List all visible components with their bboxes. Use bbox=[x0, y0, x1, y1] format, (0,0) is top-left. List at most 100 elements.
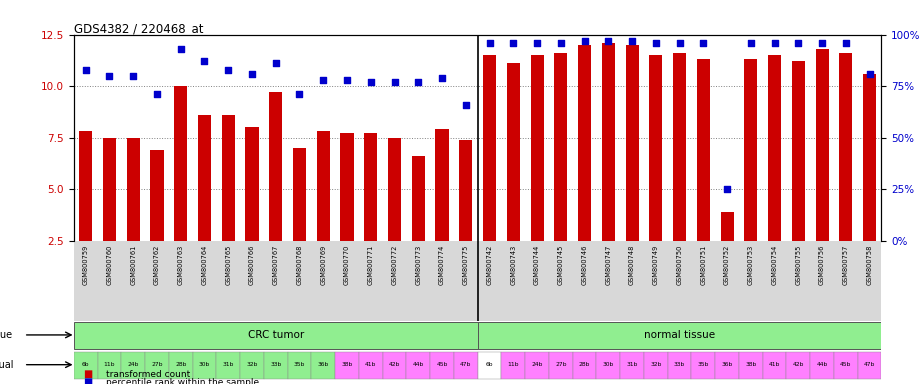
Point bbox=[696, 40, 711, 46]
Point bbox=[554, 40, 569, 46]
Bar bbox=[145, 352, 169, 379]
Point bbox=[292, 91, 306, 98]
Text: GSM800772: GSM800772 bbox=[391, 245, 398, 285]
Bar bbox=[572, 352, 596, 379]
Text: tissue: tissue bbox=[0, 330, 13, 340]
Point bbox=[625, 38, 640, 44]
Bar bbox=[216, 352, 240, 379]
Text: GSM800743: GSM800743 bbox=[510, 245, 516, 285]
Bar bbox=[762, 352, 786, 379]
Bar bbox=[436, 129, 449, 240]
Text: 44b: 44b bbox=[817, 362, 828, 367]
Text: GDS4382 / 220468_at: GDS4382 / 220468_at bbox=[74, 22, 203, 35]
Bar bbox=[602, 43, 615, 240]
Bar bbox=[264, 352, 288, 379]
Bar bbox=[863, 74, 876, 240]
Bar bbox=[246, 127, 258, 240]
Point bbox=[198, 58, 212, 65]
Point bbox=[601, 38, 616, 44]
Text: GSM800775: GSM800775 bbox=[462, 245, 469, 285]
Text: GSM800763: GSM800763 bbox=[178, 245, 184, 285]
Text: 24b: 24b bbox=[532, 362, 543, 367]
Text: GSM800752: GSM800752 bbox=[724, 245, 730, 285]
Bar bbox=[667, 352, 691, 379]
Text: GSM800756: GSM800756 bbox=[819, 245, 825, 285]
Bar bbox=[240, 352, 264, 379]
Bar bbox=[501, 352, 525, 379]
Text: 24b: 24b bbox=[127, 362, 139, 367]
Text: 41b: 41b bbox=[366, 362, 377, 367]
Bar bbox=[478, 352, 501, 379]
Bar bbox=[454, 352, 477, 379]
Point bbox=[174, 46, 188, 52]
Text: GSM800768: GSM800768 bbox=[296, 245, 303, 285]
Text: 6b: 6b bbox=[82, 362, 90, 367]
Text: GSM800760: GSM800760 bbox=[106, 245, 113, 285]
Bar bbox=[834, 352, 857, 379]
Bar bbox=[412, 156, 425, 240]
Bar bbox=[74, 322, 477, 349]
Text: GSM800749: GSM800749 bbox=[653, 245, 659, 285]
Text: GSM800744: GSM800744 bbox=[534, 245, 540, 285]
Point bbox=[245, 71, 259, 77]
Text: GSM800751: GSM800751 bbox=[701, 245, 706, 285]
Point bbox=[435, 75, 450, 81]
Bar bbox=[74, 352, 98, 379]
Text: GSM800753: GSM800753 bbox=[748, 245, 754, 285]
Bar bbox=[549, 352, 572, 379]
Bar bbox=[341, 133, 354, 240]
Text: 31b: 31b bbox=[627, 362, 638, 367]
Bar bbox=[810, 352, 834, 379]
Point bbox=[459, 101, 473, 108]
Bar bbox=[578, 45, 591, 240]
Bar bbox=[79, 131, 92, 240]
Bar bbox=[721, 212, 734, 240]
Text: 11b: 11b bbox=[103, 362, 115, 367]
Bar bbox=[596, 352, 620, 379]
Text: 35b: 35b bbox=[698, 362, 709, 367]
Bar bbox=[768, 55, 781, 240]
Point bbox=[316, 77, 330, 83]
Bar bbox=[365, 133, 378, 240]
Text: 36b: 36b bbox=[318, 362, 329, 367]
Bar bbox=[359, 352, 383, 379]
Text: GSM800742: GSM800742 bbox=[486, 245, 493, 285]
Bar bbox=[317, 131, 330, 240]
Bar bbox=[98, 352, 121, 379]
Bar bbox=[383, 352, 406, 379]
Text: 45b: 45b bbox=[437, 362, 448, 367]
Text: GSM800765: GSM800765 bbox=[225, 245, 232, 285]
Point bbox=[577, 38, 592, 44]
Bar bbox=[673, 53, 686, 240]
Text: 32b: 32b bbox=[650, 362, 662, 367]
Text: GSM800770: GSM800770 bbox=[344, 245, 350, 285]
Bar bbox=[174, 86, 187, 240]
Point bbox=[530, 40, 545, 46]
Text: GSM800746: GSM800746 bbox=[581, 245, 588, 285]
Text: 27b: 27b bbox=[151, 362, 162, 367]
Point bbox=[720, 186, 735, 192]
Point bbox=[221, 66, 235, 73]
Point bbox=[791, 40, 806, 46]
Point bbox=[838, 40, 853, 46]
Bar bbox=[222, 115, 234, 240]
Text: 47b: 47b bbox=[864, 362, 875, 367]
Bar bbox=[744, 59, 758, 240]
Text: 28b: 28b bbox=[175, 362, 186, 367]
Bar bbox=[816, 49, 829, 240]
Text: GSM800748: GSM800748 bbox=[629, 245, 635, 285]
Text: GSM800750: GSM800750 bbox=[677, 245, 683, 285]
Bar bbox=[169, 352, 193, 379]
Text: 32b: 32b bbox=[246, 362, 258, 367]
Point bbox=[649, 40, 664, 46]
Bar bbox=[792, 61, 805, 240]
Text: 47b: 47b bbox=[460, 362, 472, 367]
Point bbox=[126, 73, 140, 79]
Text: 33b: 33b bbox=[270, 362, 282, 367]
Text: GSM800769: GSM800769 bbox=[320, 245, 326, 285]
Bar bbox=[644, 352, 667, 379]
Bar bbox=[430, 352, 454, 379]
Point bbox=[340, 77, 354, 83]
Text: individual: individual bbox=[0, 360, 13, 370]
Text: 38b: 38b bbox=[745, 362, 757, 367]
